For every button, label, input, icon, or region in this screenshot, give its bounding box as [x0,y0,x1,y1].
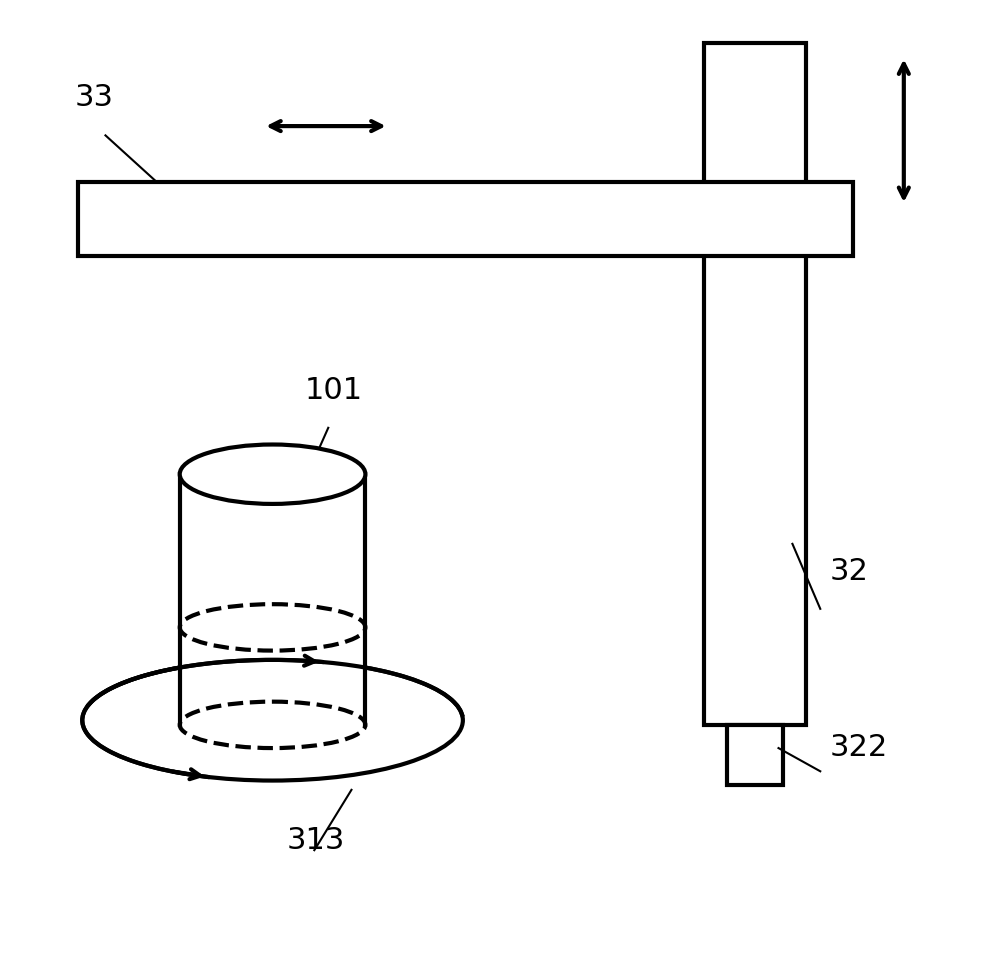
Bar [727,725,783,785]
Ellipse shape [180,445,365,504]
Ellipse shape [82,659,463,780]
Bar [78,182,853,256]
Text: 101: 101 [305,375,363,404]
Polygon shape [180,474,365,725]
Text: 322: 322 [830,733,888,762]
Text: 33: 33 [75,83,114,112]
Text: 313: 313 [286,826,345,855]
Text: 32: 32 [830,557,868,586]
Bar [704,43,806,725]
